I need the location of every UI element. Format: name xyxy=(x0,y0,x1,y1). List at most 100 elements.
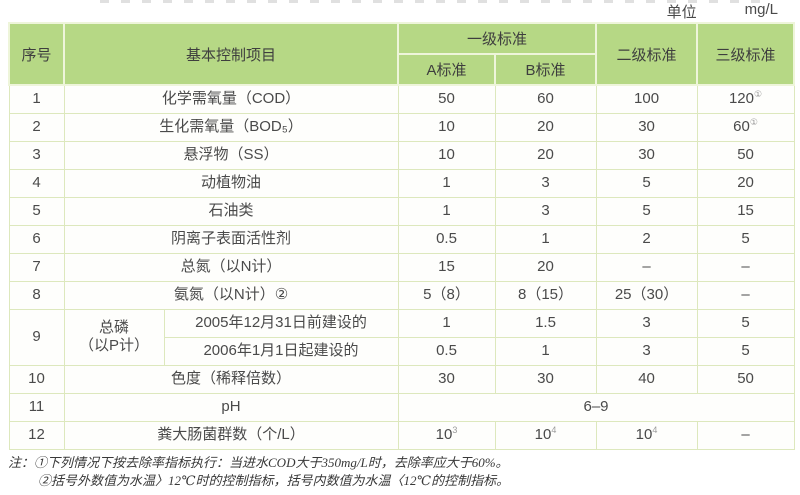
cell-standard-1b: 60 xyxy=(494,84,597,114)
cell-standard-1b: 1.5 xyxy=(494,308,597,338)
table-row: 8 氨氮（以N计）② 5（8） 8（15） 25（30） – xyxy=(8,280,795,310)
cell-row-number: 11 xyxy=(8,392,65,422)
cell-item-name: 阴离子表面活性剂 xyxy=(63,224,399,254)
cell-item-name: 氨氮（以N计）② xyxy=(63,280,399,310)
cell-standard-2: 25（30） xyxy=(595,280,698,310)
cell-row-number: 1 xyxy=(8,84,65,114)
cell-standard-2: 5 xyxy=(595,168,698,198)
unit-value: mg/L xyxy=(744,1,778,18)
header-col-level3: 三级标准 xyxy=(696,22,796,86)
cell-item-name: 色度（稀释倍数） xyxy=(63,364,399,394)
cell-row-number: 7 xyxy=(8,252,65,282)
unit-label-group: 单位 mg/L xyxy=(667,1,778,22)
cell-standard-2: 5 xyxy=(595,196,698,226)
cell-item-name: 悬浮物（SS） xyxy=(63,140,399,170)
footnote-prefix: 注： xyxy=(8,455,35,470)
header-col-level1a: A标准 xyxy=(397,53,497,86)
cell-standard-1b: 20 xyxy=(494,112,597,142)
cell-row-number: 9 xyxy=(8,308,65,366)
clipped-title-remnant xyxy=(100,0,762,3)
cell-standard-span-value: 6–9 xyxy=(397,392,795,422)
table-row: 4 动植物油 1 3 5 20 xyxy=(8,168,795,198)
table-row: 9 总磷 （以P计） 2005年12月31日前建设的 1 1.5 3 5 xyxy=(8,308,795,366)
cell-row-number: 5 xyxy=(8,196,65,226)
cell-standard-1a: 1 xyxy=(397,308,496,338)
footnote-1-text: ①下列情况下按去除率指标执行：当进水COD大于350mg/L时，去除率应大于60… xyxy=(34,455,509,470)
cell-item-group-name: 总磷 （以P计） xyxy=(63,308,165,366)
cell-item-name: 化学需氧量（COD） xyxy=(63,84,399,114)
cell-row-number: 10 xyxy=(8,364,65,394)
cell-standard-2: 104 xyxy=(595,420,698,450)
footnote-line-2: ②括号外数值为水温〉12℃时的控制指标，括号内数值为水温〈12℃的控制指标。 xyxy=(8,472,792,490)
cell-standard-3: 5 xyxy=(696,336,795,366)
cell-standard-2: – xyxy=(595,252,698,282)
table-row: 7 总氮（以N计） 15 20 – – xyxy=(8,252,795,282)
table-row: 11 pH 6–9 xyxy=(8,392,795,422)
table-row: 12 粪大肠菌群数（个/L） 103 104 104 – xyxy=(8,420,795,450)
unit-label: 单位 xyxy=(666,4,697,21)
cell-standard-1b: 20 xyxy=(494,252,597,282)
header-col-level1b: B标准 xyxy=(494,53,598,86)
table-row: 3 悬浮物（SS） 10 20 30 50 xyxy=(8,140,795,170)
cell-standard-1a: 1 xyxy=(397,168,496,198)
cell-row-number: 6 xyxy=(8,224,65,254)
cell-row-number: 12 xyxy=(8,420,65,450)
cell-standard-3: 15 xyxy=(696,196,795,226)
cell-item-name: pH xyxy=(63,392,399,422)
footnotes: 注：①下列情况下按去除率指标执行：当进水COD大于350mg/L时，去除率应大于… xyxy=(8,454,792,490)
footnote-line-1: 注：①下列情况下按去除率指标执行：当进水COD大于350mg/L时，去除率应大于… xyxy=(8,454,792,472)
cell-standard-2: 100 xyxy=(595,84,698,114)
cell-standard-3: – xyxy=(696,280,795,310)
cell-standard-3: 120① xyxy=(696,84,795,114)
cell-standard-3: 5 xyxy=(696,308,795,338)
cell-item-name: 动植物油 xyxy=(63,168,399,198)
cell-standard-2: 2 xyxy=(595,224,698,254)
cell-row-number: 8 xyxy=(8,280,65,310)
cell-standard-2: 3 xyxy=(595,336,698,366)
cell-standard-3: 20 xyxy=(696,168,795,198)
cell-standard-1b: 3 xyxy=(494,168,597,198)
cell-standard-1a: 10 xyxy=(397,112,496,142)
cell-item-name: 生化需氧量（BOD₅） xyxy=(63,112,399,142)
cell-row-number: 3 xyxy=(8,140,65,170)
cell-standard-1a: 0.5 xyxy=(397,224,496,254)
table-row: 2006年1月1日起建设的 0.5 1 3 5 xyxy=(9,336,795,366)
header-col-level2: 二级标准 xyxy=(595,22,699,86)
cell-standard-3: 50 xyxy=(696,364,795,394)
cell-standard-1a: 5（8） xyxy=(397,280,496,310)
header-row-2: A标准 B标准 xyxy=(9,53,794,86)
cell-standard-1b: 30 xyxy=(494,364,597,394)
cell-standard-3: 60① xyxy=(696,112,795,142)
cell-standard-1a: 103 xyxy=(397,420,496,450)
cell-standard-2: 30 xyxy=(595,112,698,142)
cell-standard-1b: 1 xyxy=(494,224,597,254)
cell-item-subcondition: 2006年1月1日起建设的 xyxy=(163,336,399,366)
table-row: 1 化学需氧量（COD） 50 60 100 120① xyxy=(8,84,795,114)
cell-standard-3: 50 xyxy=(696,140,795,170)
cell-standard-1a: 10 xyxy=(397,140,496,170)
footnote-2-text: ②括号外数值为水温〉12℃时的控制指标，括号内数值为水温〈12℃的控制指标。 xyxy=(38,473,510,489)
cell-item-name: 总氮（以N计） xyxy=(63,252,399,282)
cell-standard-1b: 20 xyxy=(494,140,597,170)
header-col-level1: 一级标准 xyxy=(397,22,598,55)
cell-standard-1a: 50 xyxy=(397,84,496,114)
cell-standard-3: 5 xyxy=(696,224,795,254)
cell-standard-1a: 1 xyxy=(397,196,496,226)
header-col-item: 基本控制项目 xyxy=(62,22,400,86)
table-row: 6 阴离子表面活性剂 0.5 1 2 5 xyxy=(8,224,795,254)
cell-standard-3: – xyxy=(696,420,795,450)
standards-table: 序号 基本控制项目 一级标准 二级标准 三级标准 A标准 B标准 1 化学需氧量… xyxy=(8,22,796,450)
cell-standard-1a: 15 xyxy=(397,252,496,282)
cell-standard-1b: 1 xyxy=(494,336,597,366)
table-row: 10 色度（稀释倍数） 30 30 40 50 xyxy=(8,364,795,394)
table-row: 5 石油类 1 3 5 15 xyxy=(8,196,795,226)
cell-standard-2: 3 xyxy=(595,308,698,338)
cell-standard-1b: 8（15） xyxy=(494,280,597,310)
table-row: 2 生化需氧量（BOD₅） 10 20 30 60① xyxy=(8,112,795,142)
cell-item-subcondition: 2005年12月31日前建设的 xyxy=(163,308,399,338)
cell-standard-1a: 0.5 xyxy=(397,336,496,366)
cell-item-name: 粪大肠菌群数（个/L） xyxy=(63,420,399,450)
cell-row-number: 4 xyxy=(8,168,65,198)
cell-item-name: 石油类 xyxy=(63,196,399,226)
